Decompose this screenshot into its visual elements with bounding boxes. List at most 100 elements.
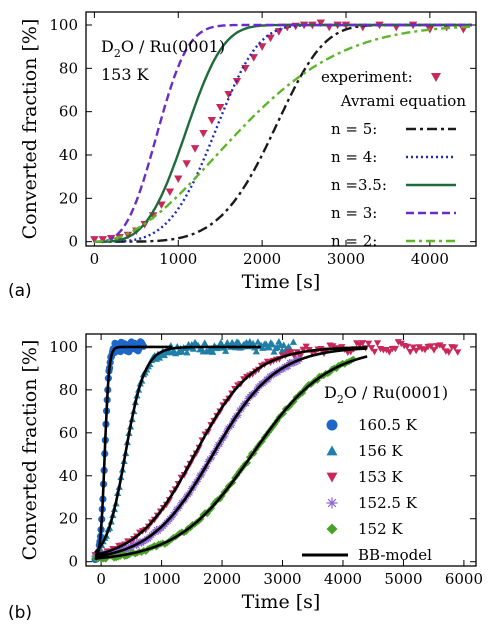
data-point <box>394 339 402 346</box>
data-point <box>403 343 411 351</box>
panel-label: (b) <box>8 603 32 623</box>
data-point <box>451 344 459 351</box>
data-point <box>296 353 304 360</box>
model-line <box>94 346 368 557</box>
panel-a-chart: 0 1000 2000 3000 4000 0 20 40 60 80 100 Time [s] Con… <box>8 11 477 301</box>
x-tick-label: 6000 <box>445 570 483 588</box>
data-point <box>382 347 391 354</box>
legend-label: 152 K <box>358 520 403 538</box>
data-point <box>316 19 326 28</box>
data-point <box>90 236 99 244</box>
y-tick-label: 0 <box>68 233 78 251</box>
x-axis-label: Time [s] <box>242 271 321 293</box>
x-tick-label: 4000 <box>411 250 449 268</box>
legend-marker <box>326 445 338 456</box>
data-point <box>189 345 198 352</box>
x-tick-label: 0 <box>96 570 106 588</box>
data-point <box>367 345 376 352</box>
data-point <box>199 129 208 138</box>
legend-marker <box>326 497 338 509</box>
x-tick-label: 4000 <box>324 570 362 588</box>
data-point <box>241 64 250 73</box>
data-point <box>385 349 393 356</box>
data-point <box>373 340 382 347</box>
data-point <box>415 344 423 351</box>
data-point <box>406 348 414 356</box>
x-tick-label: 2000 <box>203 570 241 588</box>
data-point <box>370 348 379 356</box>
legend-marker <box>431 73 441 82</box>
model-line <box>95 355 368 560</box>
y-tick-label: 100 <box>49 16 78 34</box>
y-tick-label: 80 <box>59 381 78 399</box>
data-point <box>421 346 429 354</box>
data-point <box>257 43 267 51</box>
temperature-annotation: 153 K <box>101 65 150 84</box>
data-point <box>155 354 164 361</box>
data-point <box>287 349 295 356</box>
data-point <box>252 347 260 355</box>
data-point <box>157 201 166 210</box>
data-point <box>178 348 186 355</box>
y-tick-label: 40 <box>59 146 78 164</box>
y-tick-label: 100 <box>49 338 78 356</box>
data-point <box>174 175 183 184</box>
data-point <box>302 343 310 351</box>
series-line <box>94 25 472 243</box>
y-tick-label: 80 <box>59 59 78 77</box>
legend-label: BB-model <box>358 546 432 564</box>
y-tick-label: 20 <box>59 510 78 528</box>
model-line <box>94 345 261 554</box>
data-point <box>234 339 243 346</box>
legend-label: n = 4: <box>331 148 377 166</box>
legend-label: n = 5: <box>331 120 377 138</box>
data-point <box>207 116 217 125</box>
data-point <box>123 231 133 240</box>
data-point <box>359 340 367 347</box>
data-point <box>190 145 200 153</box>
data-point <box>215 103 225 112</box>
x-tick-label: 1000 <box>142 570 180 588</box>
data-point <box>430 347 438 354</box>
data-point <box>289 338 297 345</box>
series-line <box>94 23 472 243</box>
data-point <box>270 348 278 355</box>
data-point <box>353 340 361 347</box>
legend-label: n = 3: <box>331 204 377 222</box>
series-line <box>94 23 472 243</box>
plot-area <box>90 19 472 244</box>
sample-annotation: D2O / Ru(0001) <box>324 383 448 406</box>
data-point <box>222 347 230 354</box>
data-point <box>165 188 175 197</box>
legend-label: 152.5 K <box>358 494 418 512</box>
series-line <box>94 23 472 243</box>
y-tick-label: 60 <box>59 424 78 442</box>
x-tick-label: 5000 <box>384 570 422 588</box>
y-tick-label: 20 <box>59 189 78 207</box>
x-tick-label: 1000 <box>159 250 197 268</box>
data-point <box>98 236 107 244</box>
legend-marker <box>326 419 338 431</box>
data-point <box>412 347 420 355</box>
data-point <box>284 363 292 371</box>
panel-label: (a) <box>8 281 32 301</box>
sample-annotation: D2O / Ru(0001) <box>101 37 225 60</box>
data-point <box>436 342 444 349</box>
data-point <box>182 160 191 168</box>
legend-label: n =3.5: <box>331 176 387 194</box>
data-point <box>299 346 307 354</box>
data-point <box>183 348 191 356</box>
plot-frame <box>85 333 477 567</box>
legend-title: Avrami equation <box>340 92 467 110</box>
panel-b-chart: 0 1000 2000 3000 4000 5000 6000 0 20 40 60 80 100 Tim… <box>8 333 483 623</box>
data-point <box>391 345 399 353</box>
data-point <box>217 338 225 346</box>
x-tick-label: 3000 <box>263 570 301 588</box>
model-line <box>94 347 368 559</box>
y-tick-label: 0 <box>68 553 78 571</box>
x-tick-label: 2000 <box>243 250 281 268</box>
data-point <box>427 343 435 350</box>
data-point <box>280 341 288 348</box>
series-line <box>94 23 472 243</box>
data-point <box>445 349 453 356</box>
